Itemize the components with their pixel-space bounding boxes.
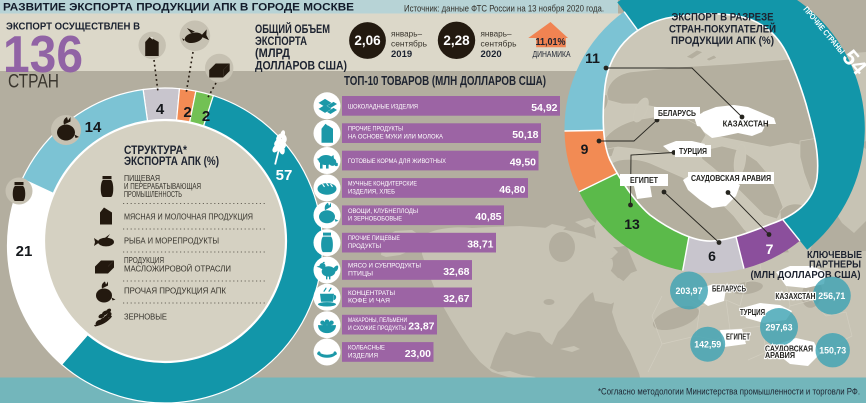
svg-text:50,18: 50,18: [512, 129, 538, 141]
svg-text:2,28: 2,28: [443, 33, 470, 48]
svg-text:МАКАРОНЫ, ПЕЛЬМЕНИ: МАКАРОНЫ, ПЕЛЬМЕНИ: [348, 317, 407, 324]
svg-text:РЫБА И МОРЕПРОДУКТЫ: РЫБА И МОРЕПРОДУКТЫ: [124, 237, 219, 246]
svg-text:(МЛРД: (МЛРД: [255, 48, 290, 60]
svg-text:2020: 2020: [481, 49, 502, 60]
svg-text:ПРОЧИЕ ПРОДУКТЫ: ПРОЧИЕ ПРОДУКТЫ: [348, 126, 403, 133]
svg-text:И ЗЕРНОБОБОВЫЕ: И ЗЕРНОБОБОВЫЕ: [348, 216, 402, 223]
svg-text:КЛЮЧЕВЫЕ: КЛЮЧЕВЫЕ: [807, 249, 862, 261]
svg-text:ЭКСПОРТ В РАЗРЕЗЕ: ЭКСПОРТ В РАЗРЕЗЕ: [672, 12, 774, 24]
svg-text:САУДОВСКАЯ: САУДОВСКАЯ: [765, 345, 813, 354]
svg-text:ТОП-10 ТОВАРОВ (МЛН ДОЛЛАРОВ С: ТОП-10 ТОВАРОВ (МЛН ДОЛЛАРОВ США): [344, 74, 546, 88]
svg-text:ПРОЧАЯ ПРОДУКЦИЯ АПК: ПРОЧАЯ ПРОДУКЦИЯ АПК: [124, 287, 226, 296]
svg-text:2019: 2019: [391, 49, 412, 60]
svg-text:ЭКСПОРТА АПК (%): ЭКСПОРТА АПК (%): [124, 156, 219, 168]
svg-text:49,50: 49,50: [510, 156, 536, 168]
svg-text:54,92: 54,92: [531, 102, 557, 114]
svg-text:46,80: 46,80: [499, 184, 525, 196]
svg-text:АРАВИЯ: АРАВИЯ: [765, 351, 795, 360]
svg-text:ЭКСПОРТ ОСУЩЕСТВЛЕН В: ЭКСПОРТ ОСУЩЕСТВЛЕН В: [6, 22, 140, 33]
svg-text:сентябрь: сентябрь: [391, 39, 428, 49]
svg-text:203,97: 203,97: [676, 286, 703, 297]
svg-text:И ПЕРЕРАБАТЫВАЮЩАЯ: И ПЕРЕРАБАТЫВАЮЩАЯ: [124, 182, 201, 191]
svg-text:КАЗАХСТАН: КАЗАХСТАН: [775, 292, 815, 301]
svg-text:ПАРТНЕРЫ: ПАРТНЕРЫ: [809, 259, 861, 271]
svg-text:МУЧНЫЕ КОНДИТЕРСКИЕ: МУЧНЫЕ КОНДИТЕРСКИЕ: [348, 180, 417, 187]
svg-text:ЕГИПЕТ: ЕГИПЕТ: [630, 176, 658, 185]
svg-text:32,67: 32,67: [443, 293, 469, 305]
svg-text:НА ОСНОВЕ МУКИ ИЛИ МОЛОКА: НА ОСНОВЕ МУКИ ИЛИ МОЛОКА: [348, 134, 443, 141]
svg-text:(МЛН ДОЛЛАРОВ США): (МЛН ДОЛЛАРОВ США): [751, 269, 861, 281]
svg-text:9: 9: [581, 141, 589, 157]
svg-text:256,71: 256,71: [818, 291, 846, 302]
svg-text:ПРОДУКЦИИ АПК (%): ПРОДУКЦИИ АПК (%): [671, 35, 774, 47]
svg-text:ЭКСПОРТА: ЭКСПОРТА: [255, 36, 307, 48]
svg-text:ЕГИПЕТ: ЕГИПЕТ: [726, 333, 750, 342]
svg-text:57: 57: [276, 167, 293, 184]
svg-text:ИЗДЕЛИЯ, ХЛЕБ: ИЗДЕЛИЯ, ХЛЕБ: [348, 188, 395, 195]
svg-text:СТРУКТУРА*: СТРУКТУРА*: [124, 145, 187, 157]
svg-text:ИЗДЕЛИЯ: ИЗДЕЛИЯ: [348, 352, 378, 359]
svg-text:150,73: 150,73: [819, 346, 846, 357]
svg-text:СТРАН-ПОКУПАТЕЛЕЙ: СТРАН-ПОКУПАТЕЛЕЙ: [669, 23, 776, 36]
svg-text:ОВОЩИ, КЛУБНЕПЛОДЫ: ОВОЩИ, КЛУБНЕПЛОДЫ: [348, 208, 418, 215]
svg-text:МЯСО И СУБПРОДУКТЫ: МЯСО И СУБПРОДУКТЫ: [348, 262, 421, 269]
svg-text:ПИЩЕВАЯ: ПИЩЕВАЯ: [124, 174, 160, 183]
svg-text:КОФЕ И ЧАЯ: КОФЕ И ЧАЯ: [348, 298, 390, 305]
svg-text:САУДОВСКАЯ АРАВИЯ: САУДОВСКАЯ АРАВИЯ: [691, 174, 771, 183]
svg-text:11,01%: 11,01%: [536, 37, 566, 48]
svg-text:23,87: 23,87: [408, 321, 434, 333]
svg-text:ДОЛЛАРОВ США): ДОЛЛАРОВ США): [255, 61, 347, 73]
svg-text:январь–: январь–: [481, 28, 512, 38]
svg-text:КОЛБАСНЫЕ: КОЛБАСНЫЕ: [348, 345, 385, 352]
svg-text:38,71: 38,71: [467, 239, 493, 251]
svg-text:136: 136: [3, 26, 83, 84]
svg-text:2: 2: [183, 104, 191, 121]
svg-text:6: 6: [708, 248, 716, 264]
svg-text:7: 7: [766, 241, 774, 257]
svg-text:ДИНАМИКА: ДИНАМИКА: [533, 49, 571, 59]
svg-text:*Согласно методологии Министер: *Согласно методологии Министерства промы…: [598, 387, 860, 397]
svg-text:январь–: январь–: [391, 28, 422, 38]
svg-text:ПРОМЫШЛЕННОСТЬ: ПРОМЫШЛЕННОСТЬ: [124, 190, 182, 199]
svg-text:БЕЛАРУСЬ: БЕЛАРУСЬ: [712, 285, 746, 294]
svg-text:МЯСНАЯ И МОЛОЧНАЯ ПРОДУКЦИЯ: МЯСНАЯ И МОЛОЧНАЯ ПРОДУКЦИЯ: [124, 213, 253, 222]
svg-text:ПТИЦЫ: ПТИЦЫ: [348, 270, 373, 277]
svg-text:МАСЛОЖИРОВОЙ ОТРАСЛИ: МАСЛОЖИРОВОЙ ОТРАСЛИ: [124, 262, 231, 273]
svg-text:ТУРЦИЯ: ТУРЦИЯ: [740, 308, 765, 317]
svg-text:ГОТОВЫЕ КОРМА ДЛЯ ЖИВОТНЫХ: ГОТОВЫЕ КОРМА ДЛЯ ЖИВОТНЫХ: [348, 158, 446, 165]
svg-text:Источник: данные ФТС России на: Источник: данные ФТС России на 13 ноября…: [404, 4, 604, 14]
svg-text:сентябрь: сентябрь: [481, 39, 518, 49]
svg-text:14: 14: [85, 119, 102, 136]
svg-text:ПРОЧИЕ ПИЩЕВЫЕ: ПРОЧИЕ ПИЩЕВЫЕ: [348, 235, 400, 242]
svg-text:32,68: 32,68: [443, 266, 469, 278]
svg-text:БЕЛАРУСЬ: БЕЛАРУСЬ: [658, 109, 696, 118]
svg-text:23,00: 23,00: [405, 348, 431, 360]
svg-text:11: 11: [585, 50, 600, 66]
svg-text:И СХОЖИЕ ПРОДУКТЫ: И СХОЖИЕ ПРОДУКТЫ: [348, 325, 406, 332]
svg-text:297,63: 297,63: [766, 322, 793, 333]
svg-text:21: 21: [16, 243, 33, 260]
svg-text:ТУРЦИЯ: ТУРЦИЯ: [679, 147, 707, 156]
svg-text:13: 13: [624, 216, 640, 232]
svg-text:40,85: 40,85: [475, 211, 501, 223]
svg-text:ОБЩИЙ ОБЪЕМ: ОБЩИЙ ОБЪЕМ: [255, 23, 330, 36]
svg-text:4: 4: [156, 101, 165, 118]
svg-text:РАЗВИТИЕ ЭКСПОРТА ПРОДУКЦИИ АП: РАЗВИТИЕ ЭКСПОРТА ПРОДУКЦИИ АПК В ГОРОДЕ…: [3, 2, 354, 14]
svg-text:СТРАН: СТРАН: [8, 72, 59, 93]
svg-text:142,59: 142,59: [694, 340, 721, 351]
svg-text:2: 2: [202, 108, 210, 125]
svg-text:КАЗАХСТАН: КАЗАХСТАН: [723, 120, 769, 129]
svg-text:ШОКОЛАДНЫЕ ИЗДЕЛИЯ: ШОКОЛАДНЫЕ ИЗДЕЛИЯ: [348, 103, 418, 110]
svg-text:КОНЦЕНТРАТЫ: КОНЦЕНТРАТЫ: [348, 290, 395, 297]
svg-text:ПРОДУКТЫ: ПРОДУКТЫ: [348, 243, 381, 250]
svg-text:ЗЕРНОВЫЕ: ЗЕРНОВЫЕ: [124, 313, 167, 322]
svg-text:ПРОДУКЦИЯ: ПРОДУКЦИЯ: [124, 256, 164, 265]
svg-text:2,06: 2,06: [354, 33, 381, 48]
